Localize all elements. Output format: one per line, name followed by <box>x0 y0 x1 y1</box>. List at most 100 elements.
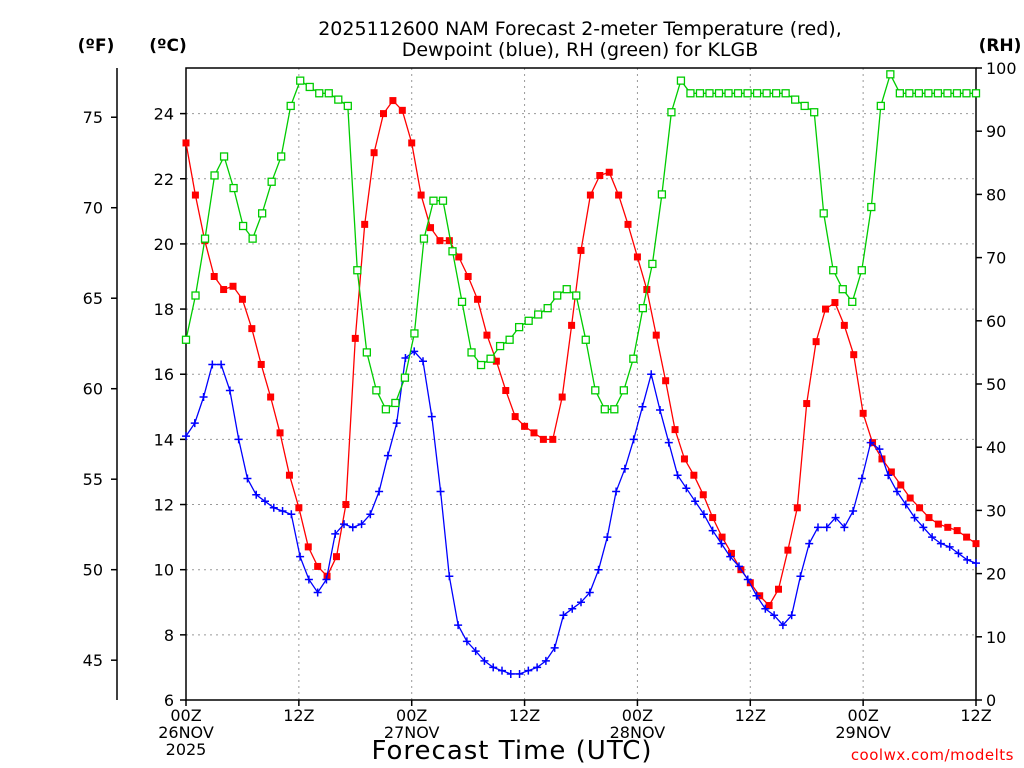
dewpoint-point <box>190 419 199 428</box>
fahrenheit-tick-label: 55 <box>83 470 103 489</box>
dewpoint-point <box>278 507 287 516</box>
temperature-point <box>605 168 613 176</box>
dewpoint-point <box>972 559 980 568</box>
temperature-point <box>220 286 228 294</box>
rh-point <box>657 190 667 199</box>
temperature-point <box>380 110 387 118</box>
dewpoint-point <box>357 520 366 529</box>
dewpoint-point <box>919 523 928 532</box>
dewpoint-point <box>515 669 524 678</box>
dewpoint-point <box>884 471 893 480</box>
temperature-point <box>502 387 510 395</box>
temperature-point <box>718 533 726 541</box>
rh-point <box>924 89 933 98</box>
temperature-point <box>238 295 246 303</box>
x-tick-label: 00Z <box>847 706 878 725</box>
temperature-point <box>944 523 952 531</box>
temperature-point <box>633 253 641 261</box>
temperature-point <box>624 220 632 228</box>
temperature-point <box>210 272 218 280</box>
temperature-point <box>427 224 435 232</box>
rh-tick-label: 20 <box>986 565 1006 584</box>
series-temperature <box>182 97 980 610</box>
rh-point <box>771 89 781 98</box>
temperature-point <box>690 471 698 479</box>
dewpoint-point <box>682 484 691 493</box>
temperature-point <box>878 455 886 463</box>
rh-point <box>267 177 276 186</box>
rh-tick-label: 80 <box>986 185 1006 204</box>
dewpoint-point <box>427 412 436 421</box>
rh-point <box>886 70 895 79</box>
dewpoint-point <box>225 386 234 395</box>
rh-point <box>438 196 448 205</box>
temperature-point <box>464 272 472 280</box>
celsius-tick-label: 10 <box>154 561 174 580</box>
temperature-point <box>784 546 792 554</box>
temperature-point <box>615 191 623 199</box>
rh-point <box>486 354 495 363</box>
dewpoint-point <box>901 500 910 509</box>
rh-point <box>410 329 419 338</box>
rh-point <box>848 297 857 306</box>
temperature-point <box>351 334 359 342</box>
temperature-point <box>822 305 830 313</box>
dewpoint-point <box>287 510 296 519</box>
temperature-point <box>417 191 425 199</box>
rh-point <box>943 89 952 98</box>
dewpoint-point <box>340 520 348 529</box>
rh-unit-label: (RH) <box>979 36 1022 56</box>
rh-point <box>638 304 648 313</box>
temperature-point <box>765 602 773 610</box>
rh-point <box>524 316 533 325</box>
dewpoint-point <box>761 604 770 613</box>
dewpoint-point <box>849 507 858 516</box>
dewpoint-point <box>401 353 410 362</box>
temperature-point <box>840 321 848 329</box>
temperature-point <box>511 413 519 421</box>
temperature-point <box>558 393 566 401</box>
temperature-point <box>680 455 688 463</box>
dewpoint-point <box>945 542 954 551</box>
rh-point <box>467 348 476 357</box>
dewpoint-point <box>348 523 357 532</box>
rh-line <box>185 72 976 411</box>
rh-point <box>229 183 238 193</box>
dewpoint-point <box>778 621 787 630</box>
celsius-tick-label: 12 <box>154 496 174 515</box>
rh-point <box>391 398 400 408</box>
dewpoint-point <box>708 526 717 535</box>
temperature-point <box>398 106 406 114</box>
dewpoint-point <box>796 572 805 581</box>
dewpoint-point <box>831 513 840 522</box>
x-tick-label: 27NOV <box>384 723 440 742</box>
dewpoint-point <box>217 360 226 369</box>
temperature-point <box>963 533 971 541</box>
temperature-point <box>812 338 820 346</box>
fahrenheit-tick-label: 45 <box>83 651 103 670</box>
dewpoint-point <box>480 656 489 665</box>
temperature-point <box>925 514 933 522</box>
rh-point <box>867 202 876 212</box>
temperature-point <box>521 422 529 430</box>
dewpoint-point <box>717 539 726 548</box>
rh-point <box>962 89 971 98</box>
x-tick-label: 12Z <box>735 706 766 725</box>
rh-point <box>419 234 429 243</box>
temperature-point <box>342 501 350 509</box>
temperature-point <box>408 139 416 147</box>
celsius-tick-label: 24 <box>154 105 174 124</box>
x-tick-label: 12Z <box>283 706 314 725</box>
rh-point <box>286 101 295 111</box>
temperature-point <box>671 426 679 434</box>
temperature-point <box>304 543 312 551</box>
dewpoint-point <box>603 533 612 542</box>
temperature-point <box>492 357 500 365</box>
rh-axis: 0 10 20 30 40 50 60 70 80 90 100 <box>976 59 1017 710</box>
fahrenheit-tick-label: 65 <box>83 289 103 308</box>
dewpoint-point <box>524 666 533 675</box>
fahrenheit-tick-label: 70 <box>83 199 103 218</box>
temperature-point <box>474 295 482 303</box>
temperature-point <box>596 172 604 180</box>
